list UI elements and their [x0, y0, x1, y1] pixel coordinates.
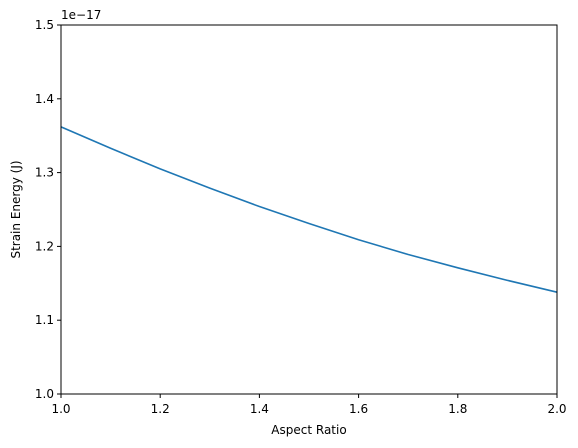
x-tick-label: 1.6 [349, 402, 368, 416]
y-tick-label: 1.4 [35, 92, 54, 106]
y-tick-label: 1.1 [35, 313, 54, 327]
plot-area [60, 126, 558, 293]
x-tick-label: 1.0 [51, 402, 70, 416]
x-axis-label: Aspect Ratio [271, 423, 346, 437]
x-tick-label: 1.8 [448, 402, 467, 416]
y-tick-label: 1.5 [35, 18, 54, 32]
x-tick-label: 2.0 [547, 402, 566, 416]
y-axis-offset-label: 1e−17 [61, 8, 101, 22]
y-axis-label: Strain Energy (J) [9, 160, 23, 258]
x-axis: 1.0 1.2 1.4 1.6 1.8 2.0 [51, 394, 567, 416]
y-axis: 1.0 1.1 1.2 1.3 1.4 1.5 [35, 18, 61, 401]
axes-frame [60, 24, 558, 395]
y-tick-label: 1.0 [35, 387, 54, 401]
y-tick-label: 1.3 [35, 166, 54, 180]
y-tick-label: 1.2 [35, 239, 54, 253]
series-line [60, 126, 558, 293]
x-tick-label: 1.2 [151, 402, 170, 416]
x-tick-label: 1.4 [250, 402, 269, 416]
